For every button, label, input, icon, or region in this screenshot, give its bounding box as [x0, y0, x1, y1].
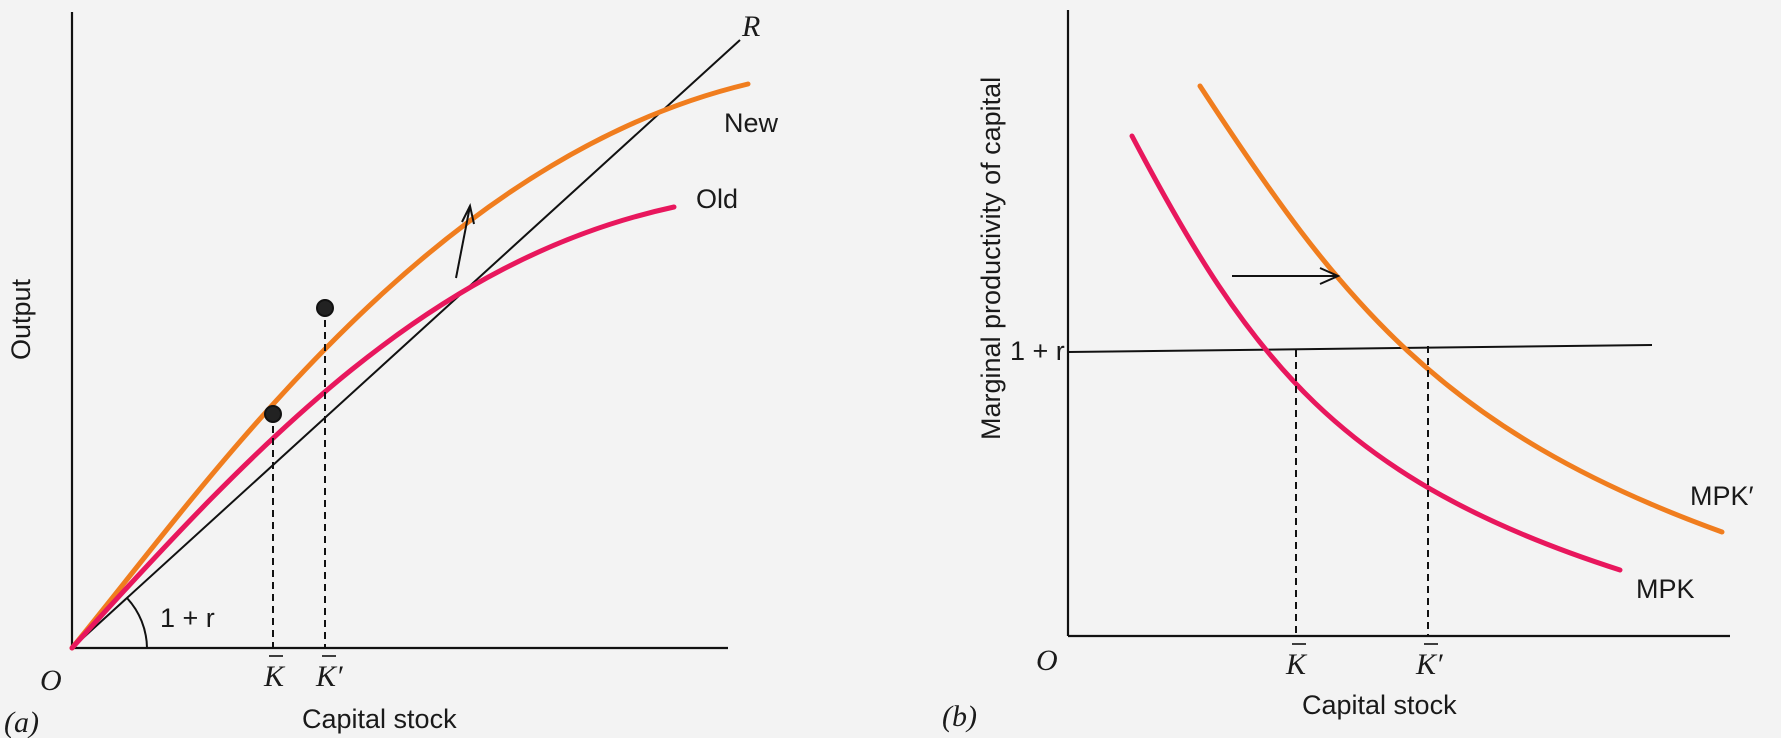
shift-arrow-a-head	[461, 203, 475, 225]
production-curve-old	[69, 204, 677, 651]
shift-arrow-b-head	[1319, 267, 1341, 285]
ray-r	[71, 39, 741, 649]
point-k-old	[264, 405, 282, 423]
panel-a-x-axis-label: Capital stock	[302, 704, 457, 734]
panel-b-k-label: K	[1285, 648, 1308, 681]
panel-b: O 1 + r MPK′ MPK K K′ (b) Capital stock …	[942, 10, 1754, 733]
panel-a-tag: (a)	[4, 706, 39, 738]
mpk-label: MPK	[1636, 574, 1695, 604]
panel-b-y-axis-label: Marginal productivity of capital	[976, 77, 1006, 440]
mpk-prime-curve	[1197, 83, 1725, 535]
curve-old-label: Old	[696, 184, 738, 214]
hline-1-plus-r	[1067, 344, 1653, 353]
hline-label: 1 + r	[1010, 336, 1065, 366]
mpk-curve	[1129, 133, 1623, 573]
ray-label: R	[741, 10, 760, 43]
panel-a-k-label: K	[263, 660, 286, 693]
point-k-prime-new	[316, 299, 334, 317]
panel-a-y-axis-label: Output	[6, 278, 36, 360]
mpk-prime-label: MPK′	[1690, 481, 1754, 511]
production-curve-new	[69, 81, 751, 651]
panel-b-k-prime-label: K′	[1415, 648, 1443, 681]
panel-a-origin: O	[40, 664, 62, 697]
panel-b-x-axis-label: Capital stock	[1302, 690, 1457, 720]
panel-a: O R 1 + r New Old K K′ (a) Capital stock…	[4, 10, 779, 738]
angle-arc	[126, 597, 148, 649]
panel-b-origin: O	[1036, 644, 1058, 677]
angle-label: 1 + r	[160, 603, 215, 633]
panel-b-tag: (b)	[942, 700, 977, 733]
panel-a-k-prime-label: K′	[315, 660, 343, 693]
shift-arrow-a	[455, 205, 471, 279]
curve-new-label: New	[724, 108, 779, 138]
